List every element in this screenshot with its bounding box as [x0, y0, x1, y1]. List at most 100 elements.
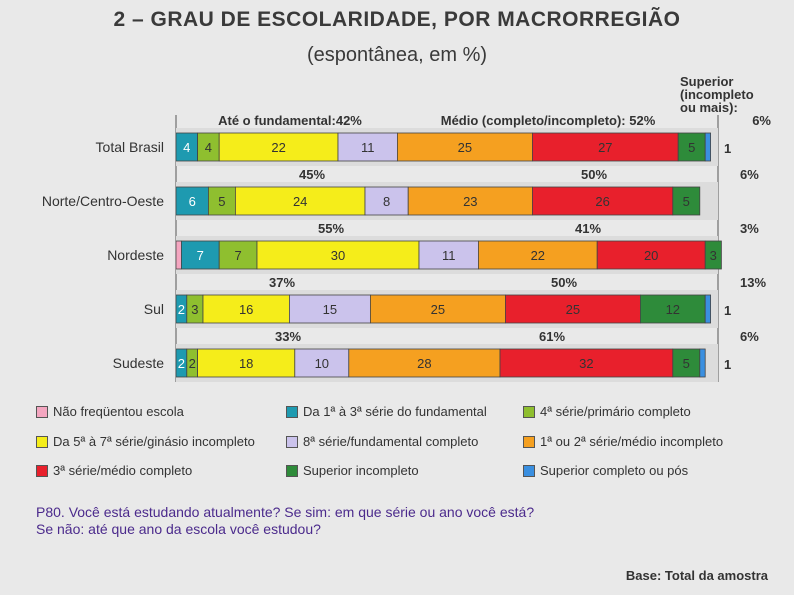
medio-total-label: 61% [539, 329, 565, 344]
segment-value-label: 5 [218, 194, 225, 209]
fundamental-total-label: 55% [318, 221, 344, 236]
legend-swatch [286, 464, 298, 477]
segment-value-label: 25 [458, 140, 472, 155]
bar-segment [369, 294, 506, 324]
segment-value-label: 28 [417, 356, 431, 371]
segment-value-label: 7 [197, 248, 204, 263]
fundamental-total-label: 37% [269, 275, 295, 290]
legend-swatch [286, 435, 298, 448]
bar-segment [364, 186, 409, 216]
bar-segment [256, 240, 420, 270]
bar-segment [175, 186, 209, 216]
legend-swatch [36, 405, 48, 418]
segment-value-label: 18 [239, 356, 253, 371]
bar-segment [234, 186, 366, 216]
chart-title: 2 – GRAU DE ESCOLARIDADE, POR MACRORREGI… [113, 8, 681, 31]
medio-total-label: 50% [551, 275, 577, 290]
bar-segment [288, 294, 371, 324]
bar-segment [532, 132, 679, 162]
legend-swatch [523, 435, 535, 448]
bar-segment [704, 294, 712, 324]
legend-label: Não freqüentou escola [53, 404, 184, 419]
segment-value-label: 23 [463, 194, 477, 209]
segment-value-label: 3 [710, 248, 717, 263]
medio-total-label: 50% [581, 167, 607, 182]
legend-label: Superior completo ou pós [540, 463, 689, 478]
legend-swatch [523, 405, 535, 418]
segment-value-label: 3 [191, 302, 198, 317]
superior-header-line: (incompleto [680, 87, 754, 102]
legend-item: Superior completo ou pós [523, 463, 688, 478]
fundamental-total-label: 33% [275, 329, 301, 344]
segment-value-label: 25 [431, 302, 445, 317]
bar-segment [477, 240, 598, 270]
bar-segment [640, 294, 706, 324]
segment-value-label: 12 [666, 302, 680, 317]
legend-item: Da 5ª à 7ª série/ginásio incompleto [36, 434, 255, 449]
bar-segment [202, 294, 290, 324]
legend-label: 4ª série/primário completo [540, 404, 691, 419]
legend-item: 8ª série/fundamental completo [286, 434, 478, 449]
superior-total-label: 6% [740, 329, 759, 344]
category-label: Sudeste [113, 355, 165, 371]
legend-item: Da 1ª à 3ª série do fundamental [286, 404, 487, 419]
segment-value-label: 4 [205, 140, 212, 155]
superior-total-label: 3% [740, 221, 759, 236]
legend-swatch [286, 405, 298, 418]
medio-total-label: Médio (completo/incompleto): 52% [441, 113, 656, 128]
superior-total-label: 6% [740, 167, 759, 182]
bar-segment [175, 240, 182, 270]
bar-segment [596, 240, 706, 270]
superior-completo-label: 1 [724, 303, 731, 318]
superior-header-line: Superior [680, 74, 733, 89]
segment-value-label: 25 [566, 302, 580, 317]
bar-segment [218, 132, 339, 162]
superior-header-line: ou mais): [680, 100, 738, 115]
segment-value-label: 6 [189, 194, 196, 209]
category-label: Sul [144, 301, 164, 317]
legend-label: 3ª série/médio completo [53, 463, 193, 478]
bar-segment [504, 294, 641, 324]
segment-value-label: 15 [323, 302, 337, 317]
bar-segment [348, 348, 501, 378]
fundamental-total-label: Até o fundamental:42% [218, 113, 362, 128]
segment-value-label: 5 [683, 356, 690, 371]
legend-item: 4ª série/primário completo [523, 404, 691, 419]
question-line-1: P80. Você está estudando atualmente? Se … [36, 504, 535, 520]
bar-segment [677, 132, 706, 162]
segment-value-label: 2 [178, 356, 185, 371]
segment-value-label: 24 [293, 194, 307, 209]
legend-item: Não freqüentou escola [36, 404, 184, 419]
bar-segment [294, 348, 350, 378]
medio-total-label: 41% [575, 221, 601, 236]
segment-value-label: 22 [271, 140, 285, 155]
bar-segment [337, 132, 398, 162]
legend-item: 1ª ou 2ª série/médio incompleto [523, 434, 723, 449]
segment-value-label: 20 [644, 248, 658, 263]
segment-value-label: 32 [579, 356, 593, 371]
bar-segment [699, 348, 706, 378]
segment-value-label: 2 [189, 356, 196, 371]
category-label: Norte/Centro-Oeste [42, 193, 164, 209]
segment-value-label: 26 [595, 194, 609, 209]
segment-value-label: 8 [383, 194, 390, 209]
superior-completo-label: 1 [724, 141, 731, 156]
legend-label: Da 1ª à 3ª série do fundamental [303, 404, 487, 419]
legend-swatch [523, 464, 535, 477]
legend-label: Da 5ª à 7ª série/ginásio incompleto [53, 434, 255, 449]
category-label: Total Brasil [96, 139, 164, 155]
superior-total-label: 6% [752, 113, 771, 128]
legend-swatch [36, 464, 48, 477]
bar-segment [499, 348, 674, 378]
survey-question: P80. Você está estudando atualmente? Se … [36, 504, 534, 538]
bar-segment [672, 186, 701, 216]
question-line-2: Se não: até que ano da escola você estud… [36, 521, 321, 537]
bar-segment [396, 132, 533, 162]
bar-segment [672, 348, 701, 378]
segment-value-label: 11 [442, 248, 456, 263]
segment-value-label: 27 [598, 140, 612, 155]
bar-segment [218, 240, 258, 270]
legend-swatch [36, 435, 48, 448]
segment-value-label: 10 [315, 356, 329, 371]
